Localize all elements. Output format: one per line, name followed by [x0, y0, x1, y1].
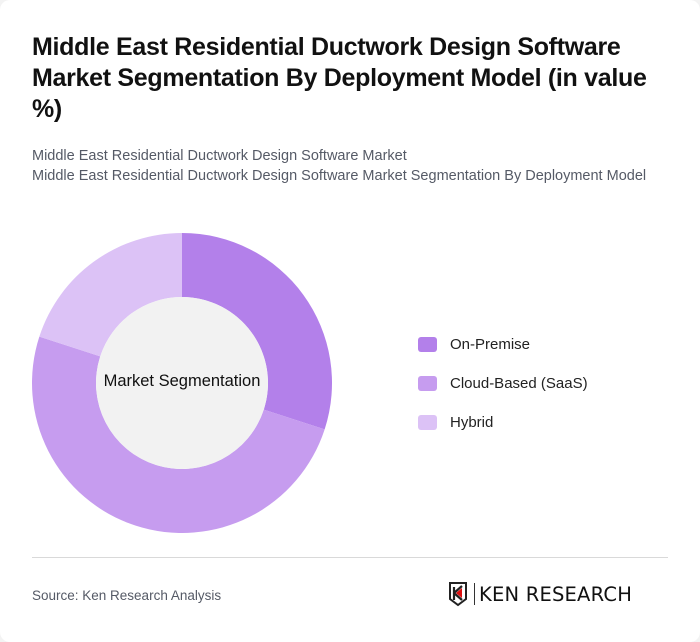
chart-title: Middle East Residential Ductwork Design … — [32, 33, 647, 123]
legend-item-cloud-based: Cloud-Based (SaaS) — [418, 373, 588, 393]
footer-divider — [32, 557, 668, 558]
legend-item-hybrid: Hybrid — [418, 412, 588, 432]
legend-swatch — [418, 375, 437, 391]
ken-research-logo: KEN RESEARCH — [448, 581, 632, 607]
chart-subtitle: Middle East Residential Ductwork Design … — [32, 146, 672, 186]
legend-item-on-premise: On-Premise — [418, 334, 588, 354]
legend-label: Hybrid — [450, 413, 494, 431]
legend-swatch — [418, 336, 437, 352]
legend-label: On-Premise — [450, 335, 531, 353]
subtitle-line-2: Middle East Residential Ductwork Design … — [32, 168, 647, 184]
donut-chart — [32, 233, 332, 533]
donut-center-label: Market Segmentation — [103, 372, 261, 390]
chart-legend: On-Premise Cloud-Based (SaaS) Hybrid — [418, 334, 588, 451]
legend-label: Cloud-Based (SaaS) — [450, 374, 588, 392]
donut-slice-cloud-based-saas — [32, 336, 325, 533]
subtitle-line-1: Middle East Residential Ductwork Design … — [32, 148, 407, 164]
donut-slice-hybrid — [39, 233, 182, 357]
ken-research-shield-icon — [449, 582, 467, 607]
legend-swatch — [418, 414, 437, 430]
logo-divider — [474, 583, 475, 605]
source-note: Source: Ken Research Analysis — [32, 588, 222, 603]
donut-center — [96, 297, 268, 469]
donut-slice-on-premise — [182, 233, 332, 430]
logo-text: KEN RESEARCH — [479, 582, 633, 606]
